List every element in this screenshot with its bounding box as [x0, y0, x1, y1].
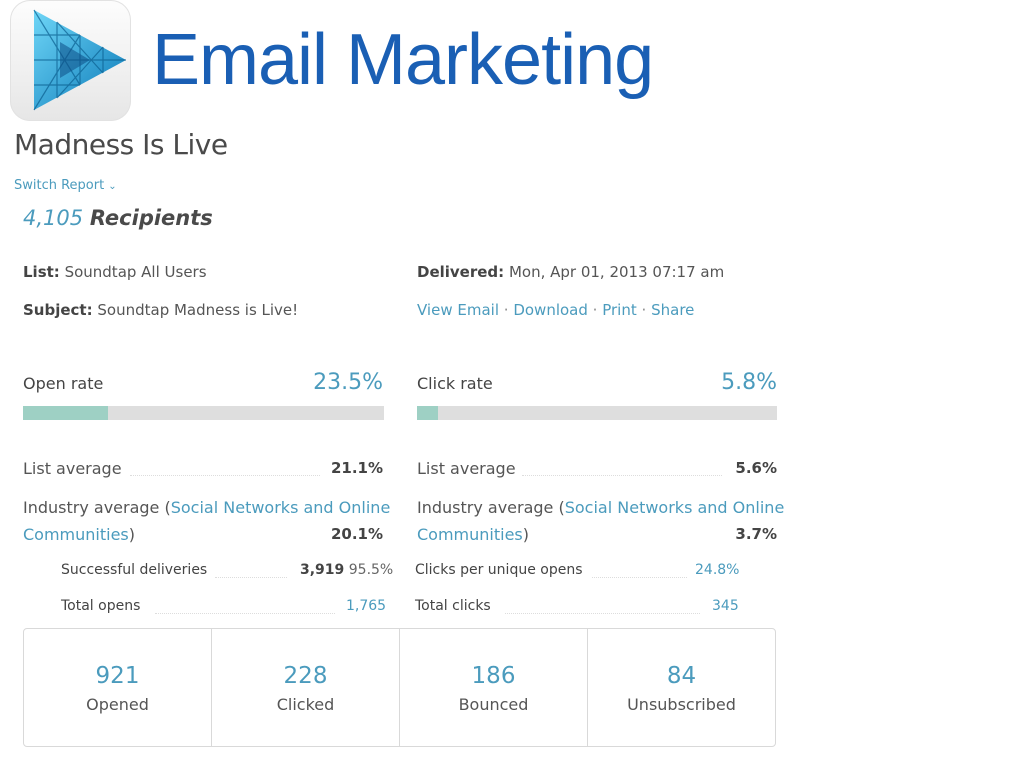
summary-clicked[interactable]: 228 Clicked [212, 629, 400, 746]
bounced-label: Bounced [458, 695, 529, 714]
open-rate-bar-fill [23, 406, 108, 420]
industry-average-suffix: ) [128, 525, 136, 544]
industry-average-prefix: Industry average ( [417, 498, 565, 517]
unsubscribed-label: Unsubscribed [627, 695, 736, 714]
summary-unsubscribed[interactable]: 84 Unsubscribed [588, 629, 775, 746]
report-actions: View Email · Download · Print · Share [417, 301, 694, 319]
summary-bounced[interactable]: 186 Bounced [400, 629, 588, 746]
share-link[interactable]: Share [651, 301, 695, 319]
dotted-leader [505, 612, 700, 614]
industry-category-link-cont[interactable]: Communities [417, 525, 523, 544]
recipients-summary: 4,105 Recipients [23, 206, 213, 230]
summary-stats: 921 Opened 228 Clicked 186 Bounced 84 Un… [23, 628, 776, 747]
click-industry-average-line2: Communities) [417, 525, 529, 544]
industry-average-suffix: ) [522, 525, 530, 544]
download-link[interactable]: Download [513, 301, 588, 319]
switch-report-label: Switch Report [14, 178, 105, 193]
clicked-count: 228 [283, 663, 328, 689]
clicks-per-unique-opens-value[interactable]: 24.8% [695, 562, 740, 578]
successful-deliveries-pct: 95.5% [348, 562, 394, 578]
unsubscribed-count: 84 [666, 663, 697, 689]
open-industry-average: Industry average (Social Networks and On… [23, 498, 390, 517]
dotted-leader [215, 576, 287, 578]
separator: · [592, 301, 598, 319]
total-opens-value[interactable]: 1,765 [346, 598, 387, 614]
list-label: List: [23, 263, 60, 281]
successful-deliveries-count: 3,919 [300, 562, 345, 578]
opened-label: Opened [86, 695, 149, 714]
dotted-leader [522, 474, 722, 476]
open-rate-bar [23, 406, 384, 420]
open-rate-value: 23.5% [313, 370, 383, 395]
switch-report-link[interactable]: Switch Report ⌄ [14, 178, 117, 193]
chevron-down-icon: ⌄ [108, 181, 117, 192]
list-info: List: Soundtap All Users [23, 263, 207, 281]
dotted-leader [592, 576, 687, 578]
click-industry-average: Industry average (Social Networks and On… [417, 498, 784, 517]
play-triangle-logo-icon [33, 9, 126, 111]
click-list-average-label: List average [417, 459, 516, 478]
subject-value: Soundtap Madness is Live! [97, 301, 299, 319]
app-logo [10, 0, 131, 121]
open-list-average-value: 21.1% [330, 459, 383, 477]
delivered-label: Delivered: [417, 263, 505, 281]
industry-category-link[interactable]: Social Networks and Online [564, 498, 785, 517]
industry-category-link[interactable]: Social Networks and Online [170, 498, 391, 517]
open-industry-average-line2: Communities) [23, 525, 135, 544]
total-opens-label: Total opens [61, 598, 141, 614]
delivered-value: Mon, Apr 01, 2013 07:17 am [508, 263, 725, 281]
opened-count: 921 [95, 663, 140, 689]
open-list-average-label: List average [23, 459, 122, 478]
dotted-leader [155, 612, 335, 614]
industry-category-link-cont[interactable]: Communities [23, 525, 129, 544]
total-clicks-label: Total clicks [415, 598, 491, 614]
recipients-count: 4,105 [23, 206, 84, 230]
click-industry-average-value: 3.7% [735, 525, 777, 543]
subject-info: Subject: Soundtap Madness is Live! [23, 301, 298, 319]
total-clicks-value[interactable]: 345 [712, 598, 739, 614]
separator: · [641, 301, 647, 319]
delivered-info: Delivered: Mon, Apr 01, 2013 07:17 am [417, 263, 724, 281]
open-industry-average-value: 20.1% [330, 525, 383, 543]
click-list-average-value: 5.6% [735, 459, 777, 477]
industry-average-prefix: Industry average ( [23, 498, 171, 517]
subject-label: Subject: [23, 301, 93, 319]
click-rate-bar [417, 406, 777, 420]
summary-opened[interactable]: 921 Opened [24, 629, 212, 746]
print-link[interactable]: Print [602, 301, 637, 319]
recipients-label: Recipients [89, 206, 213, 230]
click-rate-bar-fill [417, 406, 438, 420]
clicks-per-unique-opens-label: Clicks per unique opens [415, 562, 583, 578]
successful-deliveries-label: Successful deliveries [61, 562, 208, 578]
clicked-label: Clicked [276, 695, 335, 714]
click-rate-value: 5.8% [721, 370, 777, 395]
dotted-leader [130, 474, 320, 476]
successful-deliveries-value: 3,919 95.5% [300, 562, 393, 578]
click-rate-label: Click rate [417, 374, 493, 393]
campaign-title: Madness Is Live [14, 128, 228, 161]
open-rate-label: Open rate [23, 374, 104, 393]
separator: · [503, 301, 509, 319]
list-value: Soundtap All Users [64, 263, 207, 281]
page-title: Email Marketing [152, 20, 654, 100]
bounced-count: 186 [471, 663, 516, 689]
view-email-link[interactable]: View Email [417, 301, 499, 319]
